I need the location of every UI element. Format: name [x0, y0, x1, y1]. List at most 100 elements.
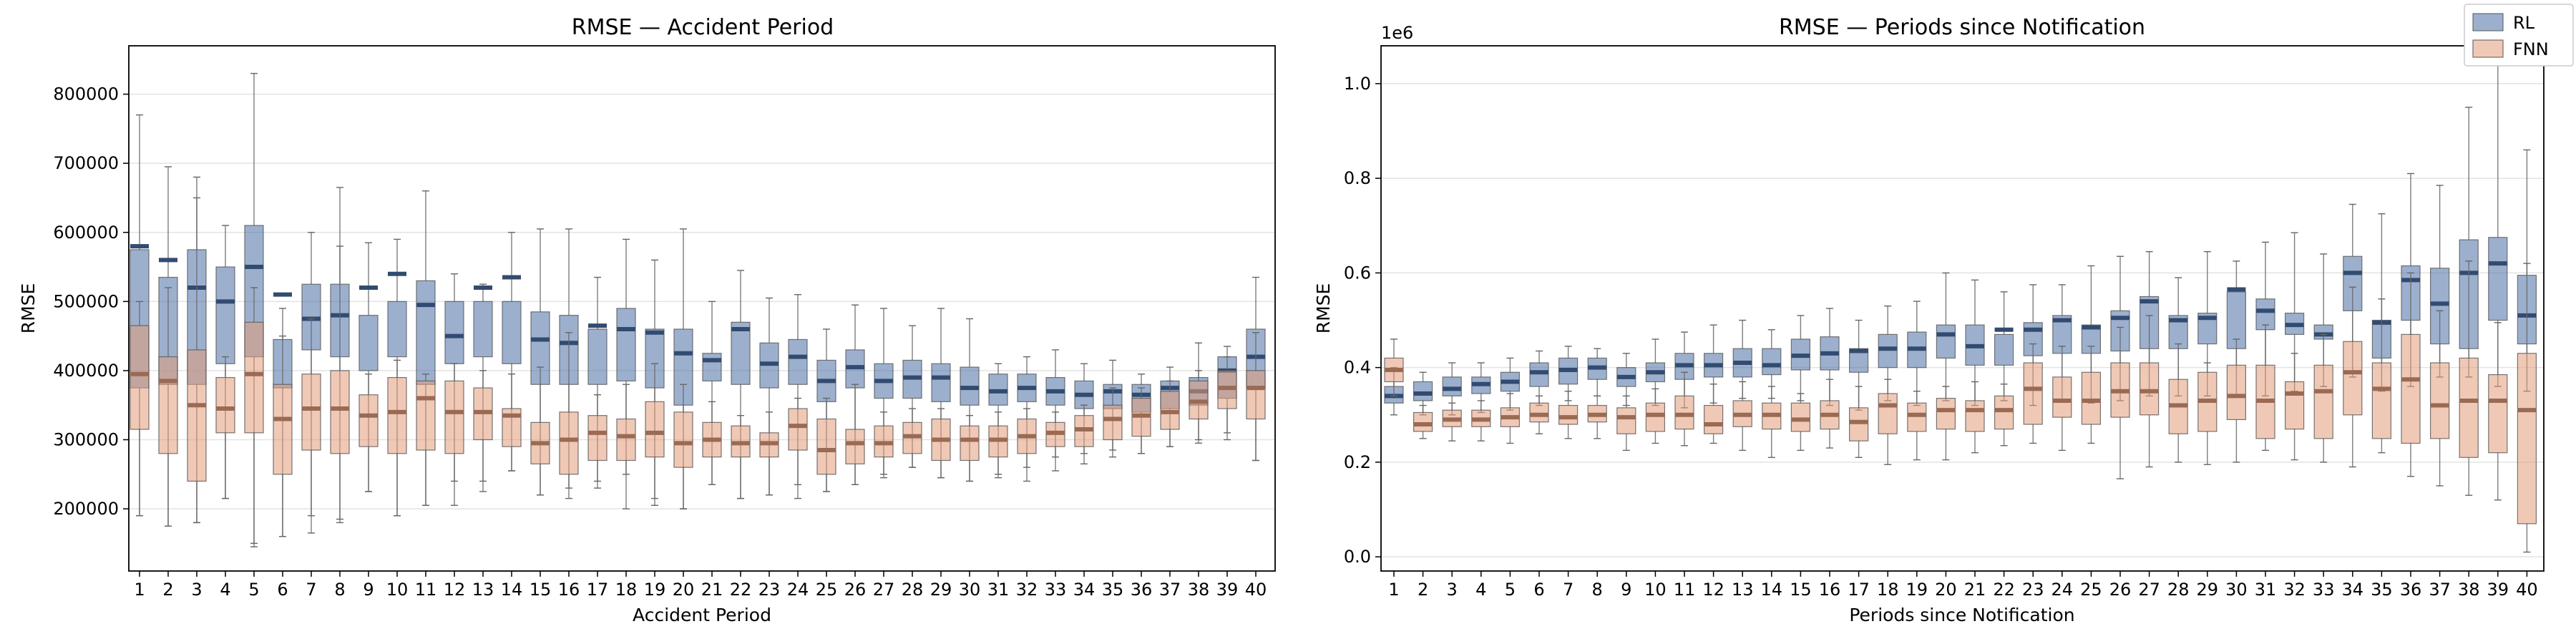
- legend-swatch-rl: [2472, 13, 2504, 31]
- periods-since-notification-panel: RMSE — Periods since Notification 0.0 0.2…: [1313, 4, 2574, 625]
- rl-box-11: [416, 190, 436, 506]
- fnn-iqr-box: [2459, 357, 2479, 458]
- rl-box-34: [1074, 363, 1094, 465]
- x-tick-label: 25: [816, 580, 838, 600]
- left-boxplots: [130, 72, 1266, 547]
- rl-iqr-box: [416, 280, 436, 385]
- fnn-iqr-box: [1907, 402, 1927, 432]
- fnn-iqr-box: [358, 394, 379, 447]
- x-tick-label: 38: [2458, 580, 2480, 600]
- x-tick-label: 8: [334, 580, 345, 600]
- rl-iqr-box: [1442, 376, 1462, 396]
- fnn-iqr-box: [2517, 353, 2537, 525]
- rl-iqr-box: [731, 321, 751, 385]
- fnn-box-6: [273, 335, 293, 537]
- fnn-box-29: [2197, 362, 2218, 465]
- rl-box-18: [1878, 305, 1898, 401]
- fnn-box-10: [1645, 388, 1665, 444]
- rl-iqr-box: [1936, 324, 1956, 359]
- fnn-iqr-box: [2285, 381, 2305, 430]
- fnn-iqr-box: [2343, 341, 2363, 416]
- left-chart-title: RMSE — Accident Period: [572, 15, 834, 40]
- rl-iqr-box: [387, 301, 407, 358]
- fnn-box-4: [215, 356, 235, 499]
- fnn-box-15: [1790, 393, 1810, 452]
- fnn-iqr-box: [1413, 411, 1433, 432]
- x-tick-label: 3: [1447, 580, 1458, 600]
- x-tick-label: 32: [1016, 580, 1038, 600]
- fnn-box-31: [988, 411, 1008, 475]
- fnn-box-21: [702, 401, 722, 485]
- right-y-axis: 0.0 0.2 0.4 0.6 0.8 1.0: [1344, 74, 1381, 567]
- x-tick-label: 14: [501, 580, 523, 600]
- fnn-box-24: [2052, 346, 2072, 452]
- fnn-iqr-box: [130, 325, 150, 430]
- fnn-box-19: [645, 363, 665, 506]
- fnn-box-14: [1762, 386, 1782, 458]
- fnn-box-16: [559, 332, 579, 499]
- fnn-box-23: [2023, 343, 2043, 444]
- x-tick-label: 31: [2255, 580, 2277, 600]
- fnn-iqr-box: [387, 376, 407, 454]
- x-tick-label: 18: [615, 580, 638, 600]
- fnn-box-26: [845, 384, 865, 485]
- fnn-box-34: [2343, 286, 2363, 468]
- fnn-iqr-box: [2430, 362, 2450, 439]
- x-tick-label: 4: [220, 580, 230, 600]
- fnn-iqr-box: [2226, 364, 2246, 420]
- fnn-box-35: [2371, 298, 2391, 454]
- x-tick-label: 28: [2167, 580, 2190, 600]
- fnn-iqr-box: [673, 411, 693, 468]
- fnn-iqr-box: [559, 411, 579, 475]
- fnn-iqr-box: [1645, 402, 1665, 432]
- rl-box-17: [1849, 319, 1869, 411]
- y-tick-label: 800000: [53, 84, 119, 104]
- fnn-box-11: [1674, 371, 1694, 447]
- x-tick-label: 38: [1188, 580, 1210, 600]
- y-tick-label: 0.0: [1344, 547, 1371, 567]
- x-tick-label: 27: [2138, 580, 2160, 600]
- right-boxplots: [1384, 64, 2537, 553]
- y-tick-label: 1.0: [1344, 74, 1371, 94]
- x-tick-label: 29: [2197, 580, 2219, 600]
- fnn-box-22: [1994, 384, 2014, 447]
- fnn-box-37: [1160, 380, 1180, 447]
- fnn-iqr-box: [2371, 362, 2391, 439]
- x-tick-label: 15: [1790, 580, 1812, 600]
- fnn-box-26: [2110, 326, 2130, 479]
- fnn-box-8: [330, 245, 350, 524]
- x-tick-label: 7: [306, 580, 316, 600]
- left-gridlines: [129, 93, 1275, 509]
- fnn-box-4: [1471, 400, 1491, 441]
- fnn-box-14: [502, 374, 522, 472]
- left-y-axis: 200000 300000 400000 500000 600000 700000 8000…: [53, 84, 129, 519]
- rl-box-13: [1732, 319, 1752, 399]
- x-tick-label: 40: [1245, 580, 1267, 600]
- legend: RL FNN: [2464, 4, 2574, 67]
- fnn-box-23: [759, 411, 779, 496]
- fnn-iqr-box: [845, 429, 865, 464]
- x-tick-label: 36: [1131, 580, 1153, 600]
- x-tick-label: 39: [2487, 580, 2509, 600]
- rl-iqr-box: [788, 338, 808, 385]
- fnn-box-21: [1965, 381, 1985, 454]
- x-tick-label: 31: [987, 580, 1010, 600]
- x-tick-label: 36: [2400, 580, 2422, 600]
- fnn-iqr-box: [616, 418, 636, 462]
- x-tick-label: 27: [873, 580, 895, 600]
- fnn-iqr-box: [444, 380, 464, 454]
- fnn-iqr-box: [2140, 362, 2160, 416]
- fnn-box-27: [874, 411, 894, 475]
- x-tick-label: 40: [2516, 580, 2538, 600]
- x-tick-label: 24: [787, 580, 809, 600]
- fnn-box-9: [358, 374, 379, 492]
- fnn-box-8: [1587, 395, 1607, 439]
- x-tick-label: 16: [1819, 580, 1841, 600]
- x-tick-label: 5: [248, 580, 259, 600]
- fnn-iqr-box: [788, 408, 808, 451]
- rl-iqr-box: [1878, 333, 1898, 369]
- left-x-axis-label: Accident Period: [633, 605, 771, 625]
- fnn-box-3: [1442, 402, 1462, 441]
- rl-box-19: [1907, 301, 1927, 406]
- x-tick-label: 35: [1102, 580, 1124, 600]
